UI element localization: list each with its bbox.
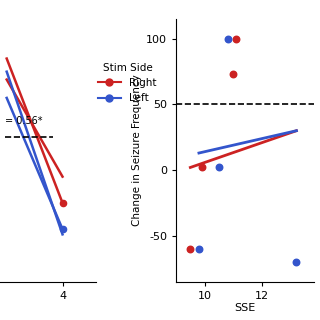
Y-axis label: Change in Seizure Frequency: Change in Seizure Frequency xyxy=(132,75,142,226)
Point xyxy=(60,227,65,232)
Point xyxy=(234,36,239,41)
Point xyxy=(196,246,202,252)
Point xyxy=(294,259,299,264)
Point xyxy=(225,36,230,41)
Legend: Right, Left: Right, Left xyxy=(98,63,157,103)
Point xyxy=(231,72,236,77)
Text: = 0.56*: = 0.56* xyxy=(5,116,42,126)
Point xyxy=(60,200,65,205)
Point xyxy=(188,246,193,252)
Point xyxy=(216,165,221,170)
X-axis label: SSE: SSE xyxy=(234,303,255,313)
Point xyxy=(199,165,204,170)
